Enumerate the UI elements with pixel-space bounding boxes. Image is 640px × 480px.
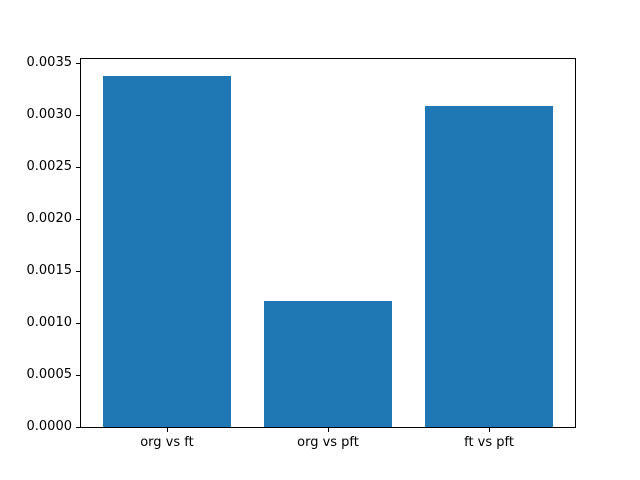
y-tick-label: 0.0000: [26, 419, 73, 434]
y-tick-mark: [76, 115, 80, 116]
y-tick-label: 0.0035: [26, 55, 73, 71]
y-tick-mark: [76, 427, 80, 428]
x-tick-mark: [489, 428, 491, 432]
bar-ft-vs-pft: [424, 106, 554, 427]
y-tick-mark: [76, 167, 80, 168]
y-tick-label: 0.0030: [26, 107, 73, 123]
x-tick-label: org vs ft: [140, 435, 194, 450]
x-tick-label: ft vs pft: [464, 435, 514, 450]
x-tick-mark: [166, 428, 168, 432]
y-tick-label: 0.0025: [26, 159, 73, 175]
y-tick-label: 0.0010: [26, 315, 73, 331]
y-tick-mark: [76, 63, 80, 64]
bar-org-vs-ft: [102, 76, 232, 427]
y-tick-mark: [76, 271, 80, 272]
x-tick-mark: [328, 428, 329, 432]
bar-org-vs-pft: [263, 301, 393, 427]
plot-area: [80, 58, 576, 428]
y-tick-mark: [76, 219, 80, 220]
x-tick-label: org vs pft: [297, 435, 359, 450]
y-tick-label: 0.0020: [26, 211, 73, 227]
y-tick-label: 0.0015: [26, 263, 73, 279]
y-tick-mark: [76, 375, 80, 376]
y-tick-label: 0.0005: [26, 367, 73, 382]
y-tick-mark: [76, 323, 80, 324]
